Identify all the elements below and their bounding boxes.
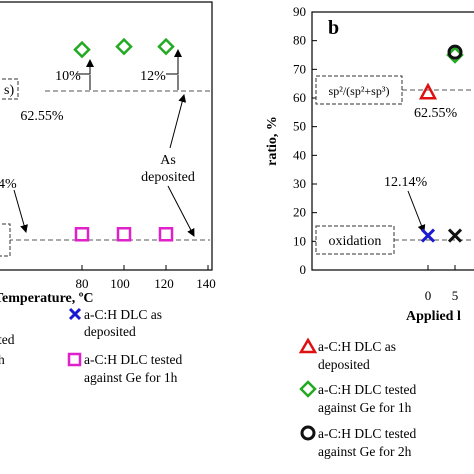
- panel-a-point-square-1-1: [116, 227, 132, 242]
- panel-b-legend: a-C:H DLC as deposited a-C:H DLC tested …: [298, 337, 416, 459]
- panel-b-legend-tri-line2: deposited: [318, 357, 370, 372]
- panel-b-arrow-1214: [407, 190, 426, 233]
- panel-b-legend-tri-line1: a-C:H DLC as: [318, 339, 396, 354]
- panel-a-x-ticks: 80 100 120 140: [76, 265, 216, 291]
- panel-a-point-diamond-3-1: [115, 37, 133, 56]
- panel-b-legend-circ-line1: a-C:H DLC tested: [318, 426, 416, 441]
- panel-a-legend-sq-line2: against Ge for 1h: [84, 370, 178, 385]
- panel-b-y-tick-label: 60: [293, 90, 306, 105]
- panel-b-y-tick-label: 40: [293, 147, 306, 162]
- legend-swatch-a-square: [67, 352, 82, 367]
- panel-b-y-tick-label: 30: [293, 176, 306, 191]
- panel-a-box-ratio: [0, 78, 19, 100]
- panel-a-x-tick-140: 140: [196, 276, 216, 291]
- panel-a-arrow-10: [76, 59, 94, 75]
- legend-swatch-b-triangle: [298, 337, 318, 354]
- panel-a-point-diamond-3-0: [73, 40, 91, 59]
- panel-b-y-tick-label: 20: [293, 205, 306, 220]
- panel-a-legend-sq-line1: a-C:H DLC tested: [84, 352, 182, 367]
- panel-a-legend-frag1: ted: [0, 332, 15, 347]
- panel-b-y-tick-label: 0: [300, 262, 307, 277]
- panel-a-x-tick-120: 120: [154, 276, 174, 291]
- panel-b-box-ratio: [315, 75, 403, 105]
- panel-a-box-oxidation: [0, 223, 11, 257]
- panel-a-legend-frag2: h: [0, 352, 5, 367]
- panel-b-y-tick-label: 10: [293, 233, 306, 248]
- panel-b-legend-dia-line2: against Ge for 1h: [318, 400, 412, 415]
- panel-a-markers: [73, 37, 175, 242]
- panel-a-ann-6255: 62.55%: [20, 109, 64, 124]
- panel-b-point-x-3-0: [420, 228, 436, 243]
- panel-a-point-diamond-3-2: [157, 37, 175, 56]
- panel-a-x-axis-title: Temperature, ºC: [0, 291, 94, 306]
- panel-b-x-tick-5: 5: [452, 288, 459, 303]
- legend-swatch-b-diamond: [299, 380, 317, 398]
- panel-a-arrow-4: [13, 189, 28, 233]
- panel-b-point-triangle-0-0: [418, 82, 438, 100]
- panel-a-plot-frame: [0, 1, 213, 271]
- panel-a-arrow-as-down: [167, 185, 195, 237]
- panel-b-ann-6255: 62.55%: [414, 106, 458, 121]
- panel-b-y-tick-label: 80: [293, 33, 306, 48]
- panel-b-legend-dia-line1: a-C:H DLC tested: [318, 382, 416, 397]
- panel-b-letter: b: [328, 17, 339, 39]
- panel-a-point-square-1-2: [158, 227, 174, 242]
- panel-a-legend-x-line2: deposited: [84, 324, 136, 339]
- panel-b-x-axis-title: Applied l: [406, 309, 461, 324]
- panel-b-box-ratio-text: sp²/(sp²+sp³): [329, 84, 390, 98]
- panel-a-point-square-1-0: [74, 227, 90, 242]
- panel-a-x-tick-80: 80: [76, 276, 89, 291]
- panel-b-y-tick-label: 50: [293, 119, 306, 134]
- panel-b-markers: [418, 44, 464, 243]
- panel-a-ann-4: 4%: [0, 177, 17, 192]
- panel-b-x-tick-0: 0: [425, 288, 432, 303]
- panel-a-arrow-12: [166, 49, 182, 75]
- panel-a-box-ratio-text: s): [4, 83, 14, 98]
- panel-a-ann-deposited: deposited: [141, 170, 195, 185]
- panel-b-point-circle-2-0: [447, 44, 463, 60]
- panel-b-y-tick-label: 90: [293, 4, 306, 19]
- panel-b-legend-circ-line2: against Ge for 2h: [318, 444, 412, 459]
- panel-b-y-ticks: 0 10 20 30 40 50 60 70 80 90: [293, 4, 317, 277]
- panel-a-arrow-as-up: [169, 94, 187, 149]
- panel-b-y-tick-label: 70: [293, 61, 306, 76]
- panel-b-y-axis-title: ratio, %: [265, 116, 280, 166]
- panel-a-legend: ted h a-C:H DLC as deposited a-C:H DLC t…: [0, 307, 182, 385]
- panel-a: 80 100 120 140 Temperature, ºC s) 62.55%…: [0, 1, 216, 385]
- panel-a-legend-x-line1: a-C:H DLC as: [84, 307, 162, 322]
- panel-b-box-oxidation-text: oxidation: [329, 234, 382, 249]
- panel-b-ann-1214: 12.14%: [384, 175, 428, 190]
- panel-a-ann-12: 12%: [140, 69, 166, 84]
- legend-swatch-a-x: [68, 307, 82, 321]
- panel-a-x-tick-100: 100: [110, 276, 130, 291]
- panel-b-box-oxidation: [315, 225, 395, 255]
- panel-a-ann-10: 10%: [55, 69, 81, 84]
- panel-b-plot-frame: [311, 11, 474, 271]
- legend-swatch-b-circle: [300, 425, 316, 441]
- panel-b-point-x-4-0: [447, 228, 463, 243]
- panel-a-ann-as: As: [160, 153, 176, 168]
- panel-b: b 0 10 20 30 40 50 60 70 80 90 ratio, % 0 5 Appli…: [265, 4, 474, 459]
